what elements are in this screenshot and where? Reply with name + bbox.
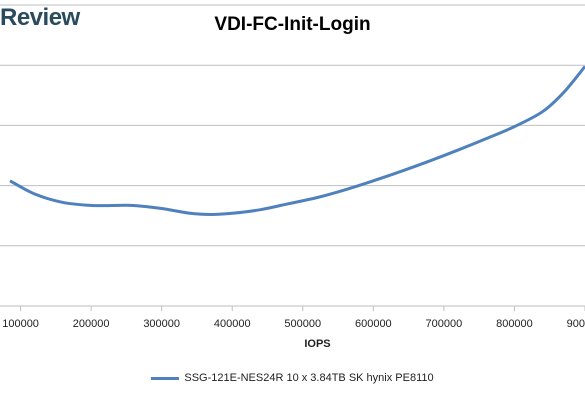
x-axis-title: IOPS xyxy=(304,338,330,350)
x-tick-label: 600000 xyxy=(355,318,392,330)
chart-title: VDI-FC-Init-Login xyxy=(214,14,371,35)
brand-logo-text: Review xyxy=(0,4,80,31)
x-tick-label: 800000 xyxy=(496,318,533,330)
x-tick-label: 700000 xyxy=(426,318,463,330)
legend-swatch xyxy=(151,376,180,380)
x-tick-label: 100000 xyxy=(2,318,39,330)
x-tick-label: 400000 xyxy=(214,318,251,330)
legend-label: SSG-121E-NES24R 10 x 3.84TB SK hynix PE8… xyxy=(184,372,434,384)
plot-area xyxy=(9,65,585,216)
series-line-0 xyxy=(9,65,585,216)
x-tick-label: 300000 xyxy=(143,318,180,330)
x-tick-label: 500000 xyxy=(284,318,321,330)
x-tick-label: 200000 xyxy=(73,318,110,330)
x-axis-ticks: 100000 200000 300000 400000 500000 600000 7000… xyxy=(2,306,585,330)
legend: SSG-121E-NES24R 10 x 3.84TB SK hynix PE8… xyxy=(0,372,585,384)
gridlines xyxy=(0,4,585,307)
x-tick-label: 900000 xyxy=(567,318,585,330)
